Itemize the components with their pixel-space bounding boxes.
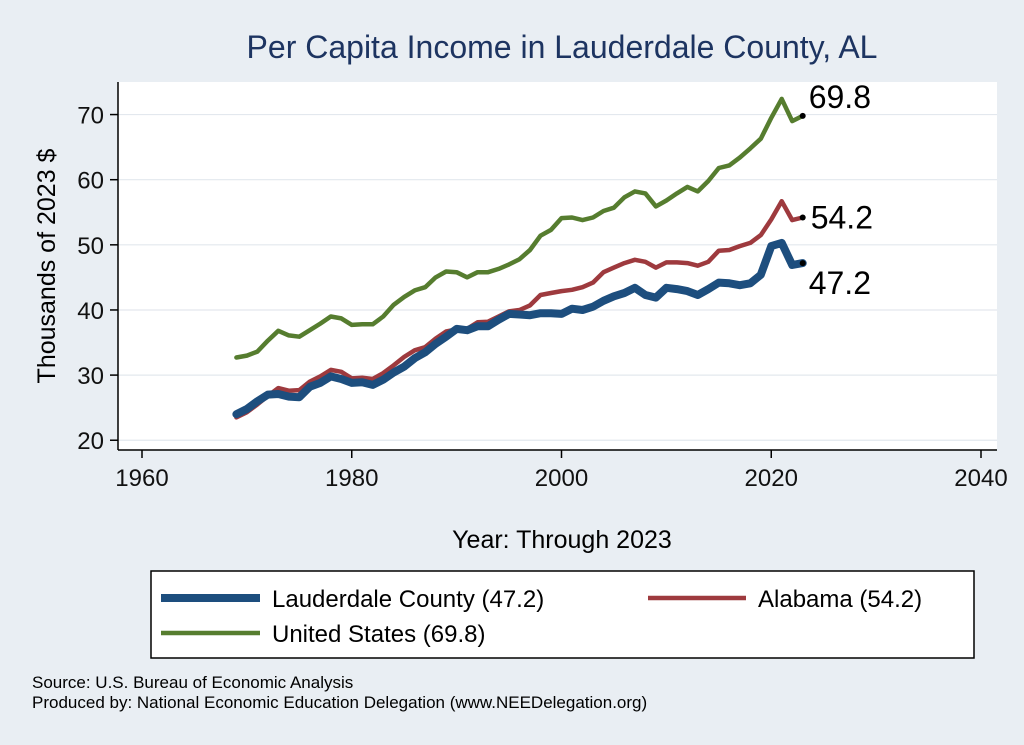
y-tick-label-30: 30 [77,363,104,390]
series-line-lauderdale [232,238,807,419]
plot-area [118,82,997,450]
end-label-alabama: 54.2 [811,199,873,235]
producer-note: Produced by: National Economic Education… [32,693,647,712]
end-point-united-states [799,112,806,119]
end-label-united-states: 69.8 [809,79,871,115]
y-tick-label-60: 60 [77,168,104,195]
y-tick-label-40: 40 [77,298,104,325]
x-tick-label-2020: 2020 [745,465,798,492]
end-point-lauderdale [799,260,806,267]
y-axis-ticks: 20 30 40 50 60 70 [77,103,118,455]
y-tick-label-70: 70 [77,103,104,130]
x-tick-label-1980: 1980 [325,465,378,492]
legend-label-alabama: Alabama (54.2) [758,586,922,613]
x-tick-label-1960: 1960 [115,465,168,492]
legend-box [150,570,975,659]
end-labels: 47.2 54.2 69.8 [799,79,873,301]
x-tick-label-2040: 2040 [954,465,1007,492]
end-point-alabama [799,214,806,221]
end-label-lauderdale: 47.2 [809,265,871,301]
x-axis-title: Year: Through 2023 [452,526,672,554]
x-tick-label-2000: 2000 [535,465,588,492]
legend-label-lauderdale: Lauderdale County (47.2) [272,586,544,613]
series-line-united-states [234,96,805,360]
series-lines [232,96,807,420]
legend: Lauderdale County (47.2) Alabama (54.2) … [150,570,975,659]
y-tick-label-20: 20 [77,428,104,455]
x-axis-ticks: 1960 1980 2000 2020 2040 [115,450,1008,492]
y-tick-label-50: 50 [77,233,104,260]
chart-title: Per Capita Income in Lauderdale County, … [247,29,878,65]
y-axis-title: Thousands of 2023 $ [33,148,61,383]
source-note: Source: U.S. Bureau of Economic Analysis [32,673,353,692]
legend-label-united-states: United States (69.8) [272,621,485,648]
series-line-alabama [234,198,805,420]
